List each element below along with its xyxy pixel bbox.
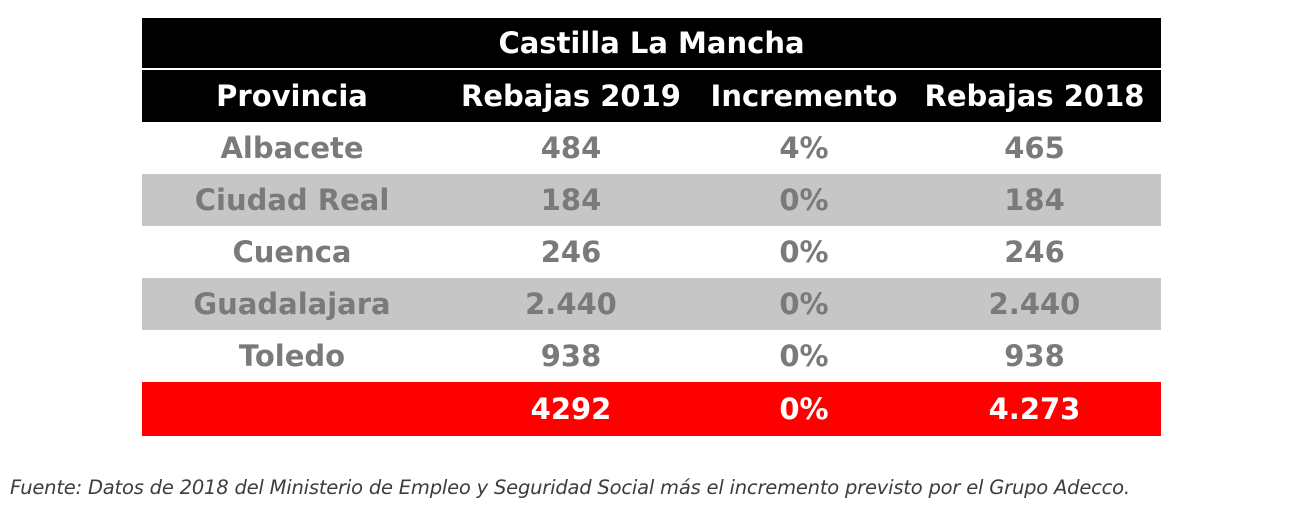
source-footnote: Fuente: Datos de 2018 del Ministerio de … — [10, 476, 1130, 499]
cell-rebajas-2018: 2.440 — [988, 287, 1081, 321]
table-row: Albacete 484 4% 465 — [142, 122, 1161, 174]
cell-rebajas-2019: 246 — [540, 235, 602, 269]
table-row: Guadalajara 2.440 0% 2.440 — [142, 278, 1161, 330]
table-total-row: 4292 0% 4.273 — [142, 382, 1161, 436]
table-header-row: Provincia Rebajas 2019 Incremento Rebaja… — [142, 70, 1161, 122]
cell-incremento: 4% — [779, 131, 829, 165]
cell-incremento: 0% — [779, 339, 829, 373]
total-rebajas-2019: 4292 — [530, 392, 612, 426]
cell-provincia: Cuenca — [232, 235, 352, 269]
cell-provincia: Ciudad Real — [194, 183, 390, 217]
cell-rebajas-2019: 2.440 — [525, 287, 617, 321]
table-row: Cuenca 246 0% 246 — [142, 226, 1161, 278]
cell-incremento: 0% — [779, 287, 829, 321]
table-title: Castilla La Mancha — [142, 18, 1161, 70]
header-incremento: Incremento — [710, 79, 898, 113]
cell-rebajas-2018: 246 — [1004, 235, 1065, 269]
data-table: Castilla La Mancha Provincia Rebajas 201… — [142, 18, 1161, 436]
total-rebajas-2018: 4.273 — [988, 392, 1081, 426]
table-row: Toledo 938 0% 938 — [142, 330, 1161, 382]
cell-incremento: 0% — [779, 183, 829, 217]
total-incremento: 0% — [779, 392, 829, 426]
cell-incremento: 0% — [779, 235, 829, 269]
cell-provincia: Guadalajara — [193, 287, 391, 321]
cell-rebajas-2018: 184 — [1004, 183, 1065, 217]
cell-rebajas-2019: 938 — [540, 339, 602, 373]
cell-rebajas-2019: 484 — [540, 131, 602, 165]
cell-rebajas-2019: 184 — [540, 183, 602, 217]
header-rebajas-2018: Rebajas 2018 — [924, 79, 1145, 113]
header-rebajas-2019: Rebajas 2019 — [461, 79, 681, 113]
cell-rebajas-2018: 938 — [1004, 339, 1065, 373]
header-provincia: Provincia — [216, 79, 368, 113]
cell-provincia: Albacete — [220, 131, 364, 165]
cell-provincia: Toledo — [238, 339, 346, 373]
table-row: Ciudad Real 184 0% 184 — [142, 174, 1161, 226]
cell-rebajas-2018: 465 — [1004, 131, 1065, 165]
